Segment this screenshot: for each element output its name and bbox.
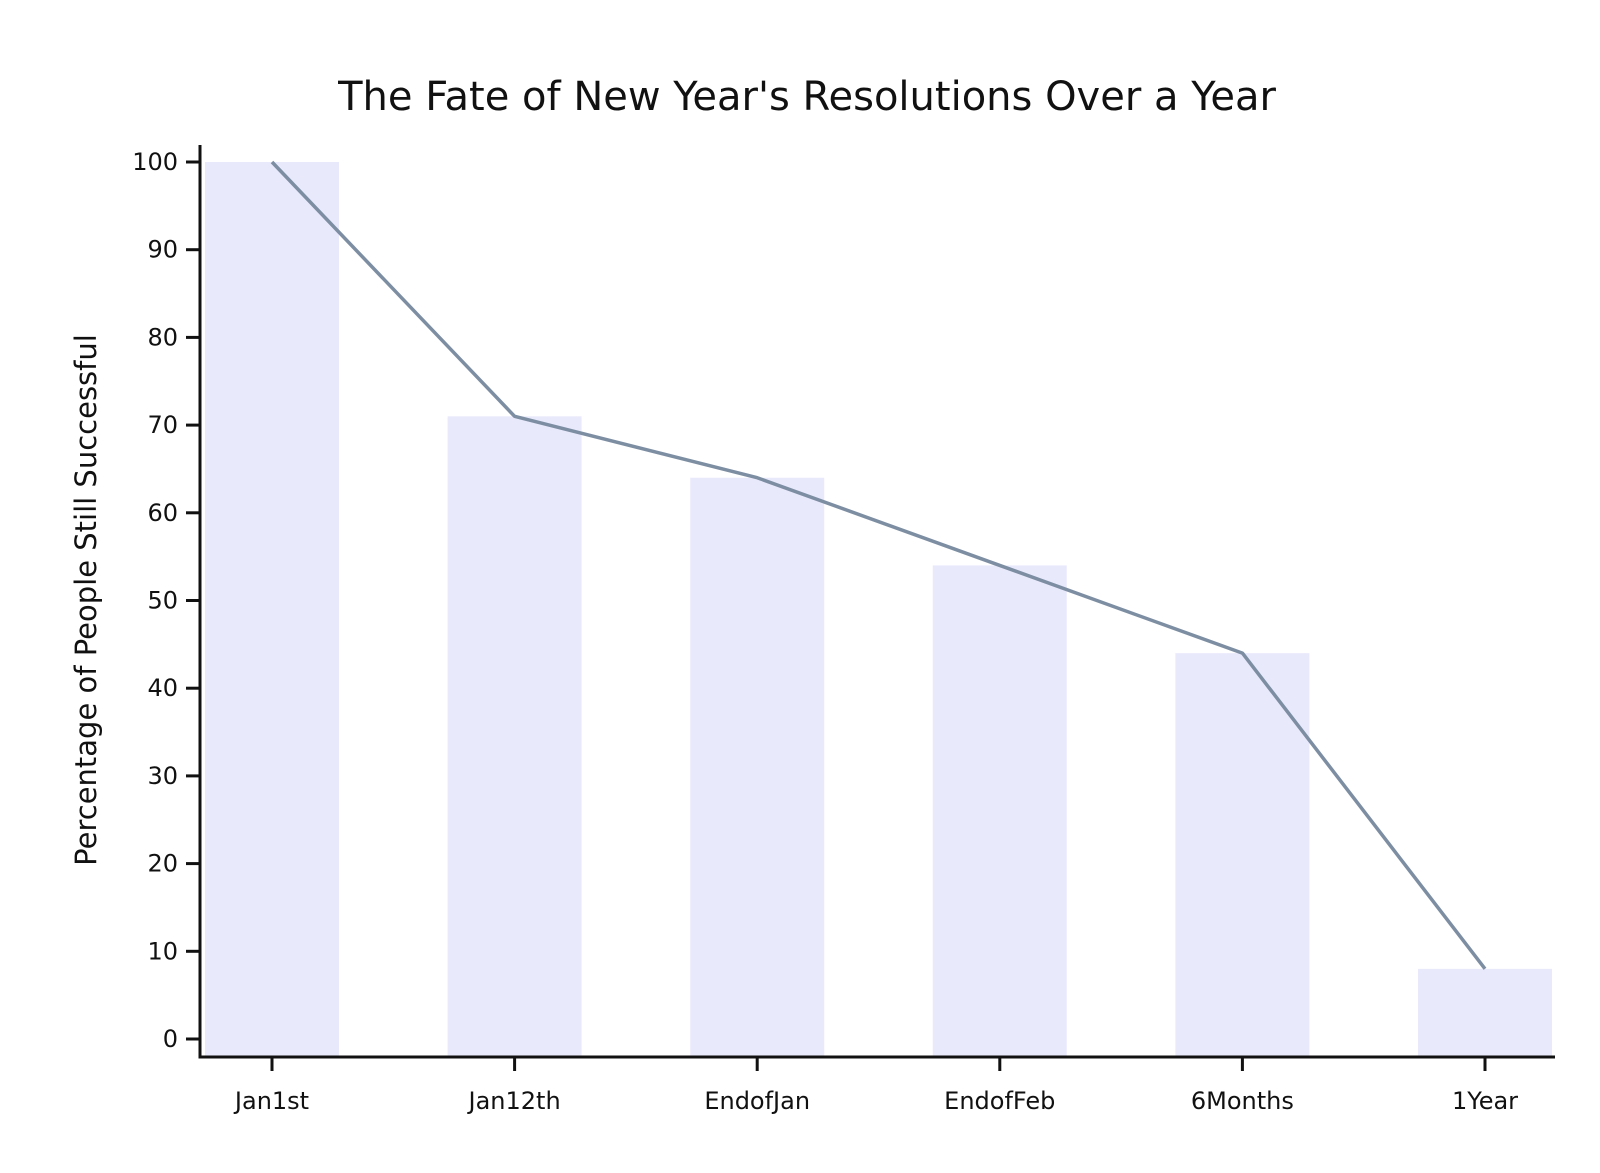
trend-line bbox=[270, 160, 1487, 970]
y-tick-label-30: 30 bbox=[147, 762, 178, 790]
bar-Jan1st bbox=[205, 162, 339, 1057]
bar-Jan12th bbox=[447, 416, 582, 1058]
x-tick-label-1Year: 1Year bbox=[1452, 1087, 1518, 1115]
x-tick-label-6Months: 6Months bbox=[1191, 1087, 1294, 1115]
axes-group: 0 10 20 30 40 50 60 70 80 90 100 Jan1st Jan12th Endof… bbox=[132, 145, 1555, 1115]
bars-group bbox=[205, 162, 1552, 1058]
x-tick-label-EndofJan: EndofJan bbox=[704, 1087, 810, 1115]
y-tick-label-20: 20 bbox=[147, 850, 178, 878]
y-tick-label-0: 0 bbox=[163, 1025, 178, 1053]
bar-6Months bbox=[1175, 653, 1310, 1057]
y-tick-label-40: 40 bbox=[147, 674, 178, 702]
y-tick-label-70: 70 bbox=[147, 411, 178, 439]
bar-1Year bbox=[1418, 968, 1552, 1057]
y-axis-label: Percentage of People Still Successful bbox=[69, 334, 103, 866]
x-tick-label-Jan12th: Jan12th bbox=[467, 1087, 561, 1115]
chart-title: The Fate of New Year's Resolutions Over … bbox=[337, 74, 1276, 120]
y-tick-label-10: 10 bbox=[147, 937, 178, 965]
x-tick-label-EndofFeb: EndofFeb bbox=[944, 1087, 1055, 1115]
bar-EndofFeb bbox=[932, 565, 1067, 1057]
y-tick-label-60: 60 bbox=[147, 499, 178, 527]
y-tick-label-50: 50 bbox=[147, 587, 178, 615]
y-tick-label-80: 80 bbox=[147, 323, 178, 351]
y-tick-label-100: 100 bbox=[132, 148, 178, 176]
trend-line-group bbox=[270, 160, 1487, 970]
bar-EndofJan bbox=[690, 477, 825, 1058]
x-tick-label-Jan1st: Jan1st bbox=[233, 1087, 309, 1115]
y-tick-label-90: 90 bbox=[147, 236, 178, 264]
